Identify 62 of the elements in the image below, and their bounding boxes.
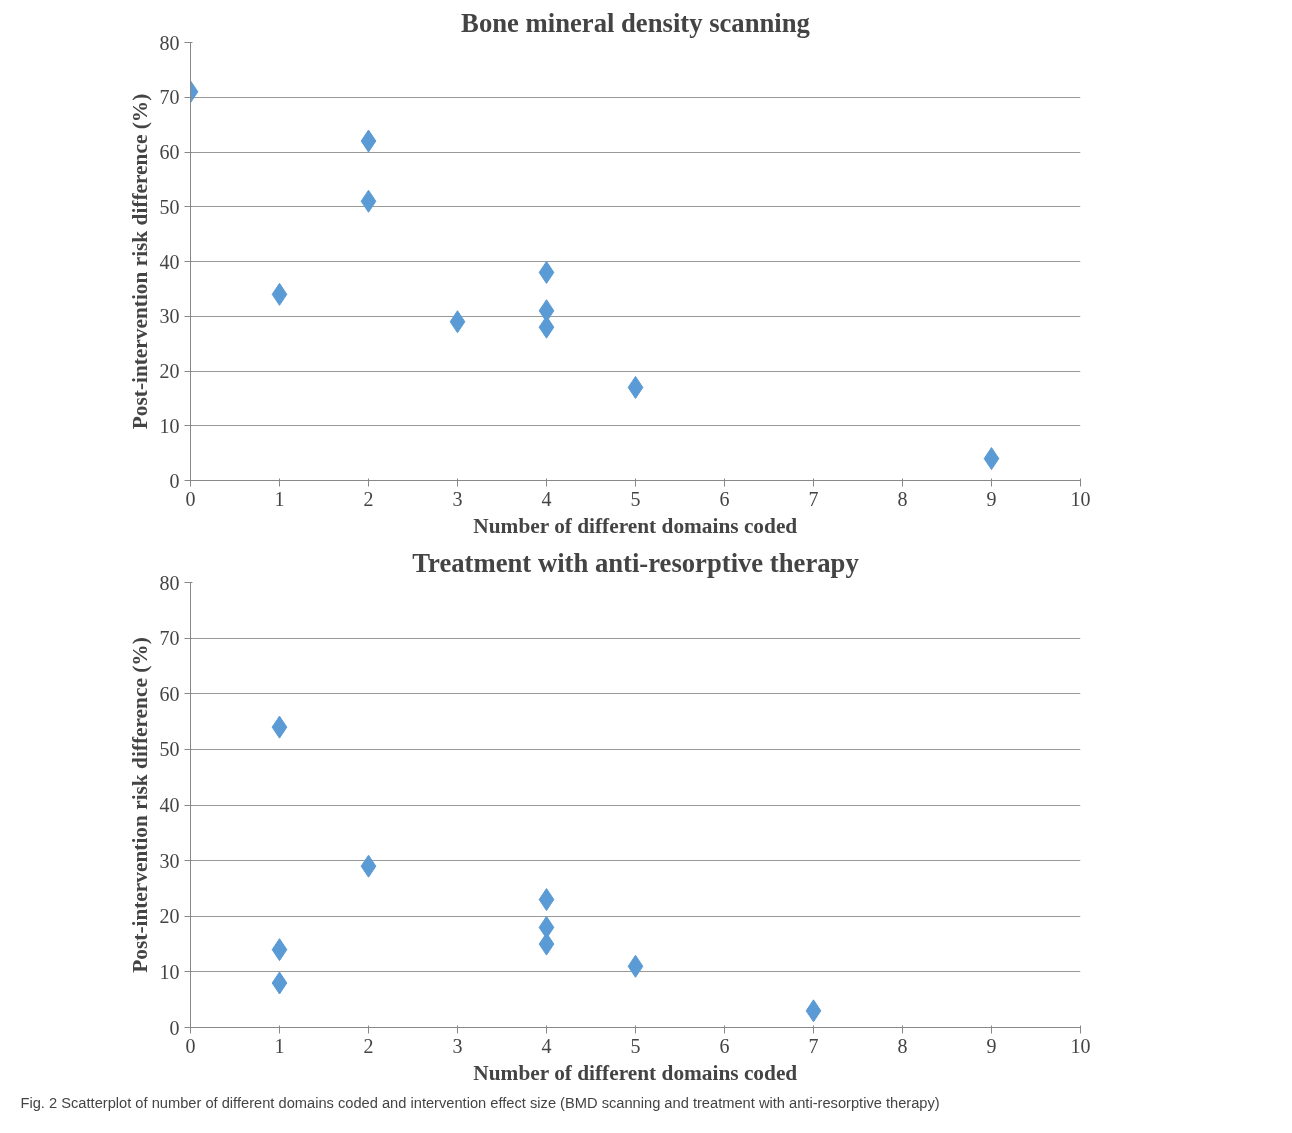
point [271, 938, 288, 962]
point [983, 447, 1000, 471]
x-axis-title: Number of different domains coded [473, 1060, 798, 1085]
y-tick-label: 40 [159, 250, 180, 273]
point [627, 375, 644, 399]
y-tick-label: 30 [159, 849, 180, 872]
y-tick-label: 50 [159, 195, 180, 218]
x-tick-label: 0 [185, 1034, 196, 1057]
point [271, 282, 288, 306]
y-tick-label: 30 [159, 305, 180, 328]
chart-title: Bone mineral density scanning [461, 7, 811, 38]
y-tick-label: 0 [169, 1016, 180, 1039]
x-tick-label: 9 [986, 1034, 997, 1057]
y-tick-label: 0 [169, 469, 180, 492]
y-tick-label: 60 [159, 141, 180, 163]
point [360, 189, 377, 213]
y-axis-title: Post-intervention risk difference (%) [127, 93, 152, 430]
y-tick-label: 80 [159, 571, 180, 594]
x-tick-label: 7 [808, 1034, 819, 1057]
x-tick-label: 8 [897, 1034, 908, 1057]
point [538, 315, 555, 339]
point [271, 715, 288, 739]
x-tick-label: 1 [274, 1034, 285, 1057]
point [449, 310, 466, 334]
x-tick-label: 2 [363, 487, 374, 510]
y-tick-label: 70 [159, 627, 180, 650]
point [360, 854, 377, 878]
chart-title: Treatment with anti-resorptive therapy [412, 547, 860, 578]
caption: Fig. 2 Scatterplot of number of different domains coded and intervention effect size (BMD scanning and treatment with anti-resorptive therapy) [20, 1094, 940, 1111]
point [538, 260, 555, 284]
x-axis-title: Number of different domains coded [473, 513, 798, 538]
x-tick-label: 6 [719, 1034, 730, 1057]
y-tick-label: 80 [159, 31, 180, 54]
point [627, 954, 644, 978]
x-tick-label: 4 [541, 1034, 552, 1057]
y-tick-label: 40 [159, 794, 180, 816]
y-tick-label: 60 [159, 682, 180, 705]
x-tick-label: 5 [630, 487, 641, 510]
y-tick-label: 20 [159, 905, 180, 928]
point [271, 971, 288, 995]
point [538, 888, 555, 912]
y-tick-label: 10 [159, 960, 180, 983]
x-tick-label: 5 [630, 1034, 641, 1057]
x-tick-label: 4 [541, 487, 552, 510]
x-tick-label: 10 [1070, 487, 1091, 510]
x-tick-label: 2 [363, 1034, 374, 1057]
x-tick-label: 1 [274, 487, 285, 510]
x-tick-label: 10 [1070, 1034, 1091, 1057]
x-tick-label: 9 [986, 487, 997, 510]
x-tick-label: 0 [185, 487, 196, 510]
y-tick-label: 50 [159, 738, 180, 761]
y-tick-label: 20 [159, 360, 180, 382]
y-axis-title: Post-intervention risk difference (%) [127, 637, 152, 973]
point [360, 129, 377, 153]
x-tick-label: 8 [897, 487, 908, 510]
y-tick-label: 10 [159, 414, 180, 437]
x-tick-label: 7 [808, 487, 819, 510]
x-tick-label: 3 [452, 1034, 463, 1057]
point [805, 999, 822, 1023]
x-tick-label: 6 [719, 487, 730, 510]
y-tick-label: 70 [159, 86, 180, 109]
x-tick-label: 3 [452, 487, 463, 510]
